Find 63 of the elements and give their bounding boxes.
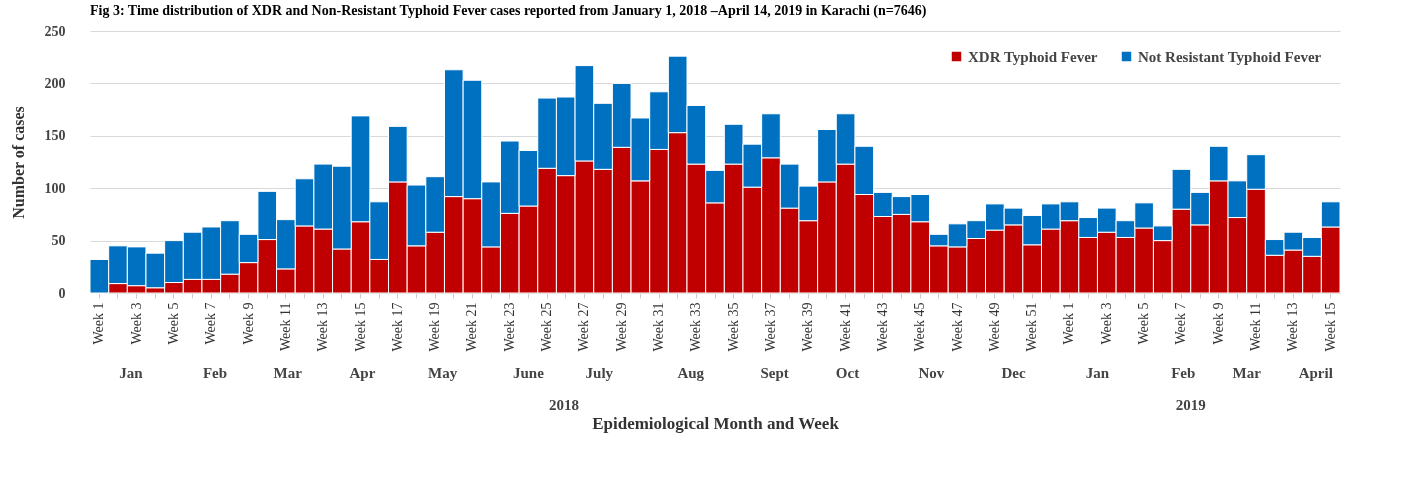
- x-tick-label: Week 5: [1136, 302, 1152, 345]
- x-tick-label: Week 27: [576, 302, 592, 352]
- x-tick-label: Week 47: [949, 302, 965, 352]
- x-tick-label: Week 45: [912, 302, 928, 352]
- x-tick-label: Week 1: [1061, 302, 1077, 345]
- x-tick-label: Week 13: [315, 302, 331, 352]
- text: Dec: [1001, 365, 1026, 381]
- x-tick-label: Week 29: [613, 302, 629, 352]
- x-tick-label: Week 11: [1248, 302, 1264, 352]
- x-tick-label: Week 35: [725, 302, 741, 352]
- x-axis-title: Epidemiological Month and Week: [592, 413, 840, 433]
- x-tick-label: Week 11: [277, 302, 293, 352]
- y-tick-label: 150: [44, 128, 66, 144]
- x-tick-label: Week 7: [1173, 302, 1189, 345]
- x-tick-label: Week 15: [352, 302, 368, 352]
- text: Jan: [119, 365, 144, 381]
- x-tick-label: Week 3: [1098, 302, 1114, 345]
- text: Mar: [273, 365, 303, 381]
- x-tick-label: Week 51: [1024, 302, 1040, 352]
- x-tick-label: Week 1: [91, 302, 107, 345]
- text: Feb: [202, 365, 228, 381]
- y-axis-title: Number of cases: [9, 106, 27, 219]
- x-tick-label: Week 3: [128, 302, 144, 345]
- y-tick-label: 50: [51, 233, 66, 249]
- text: May: [428, 365, 458, 381]
- text: July: [585, 365, 614, 381]
- x-tick-label: Week 41: [837, 302, 853, 352]
- x-tick-label: Week 9: [240, 302, 256, 345]
- x-tick-label: Week 21: [464, 302, 480, 352]
- x-tick-label: Week 39: [800, 302, 816, 352]
- x-tick-label: Week 5: [165, 302, 181, 345]
- chart-title: Fig 3: Time distribution of XDR and Non-Resistant Typhoid Fever cases reported from January 1, 2018 –April 14, 2019 in Karachi (n=7646): [90, 3, 927, 19]
- x-tick-label: Week 15: [1322, 302, 1338, 352]
- x-tick-label: Week 43: [874, 302, 890, 352]
- text: Sept: [760, 365, 789, 381]
- text: June: [513, 365, 545, 381]
- y-tick-label: 200: [44, 75, 66, 91]
- x-tick-label: Week 19: [427, 302, 443, 352]
- text: Oct: [835, 365, 860, 381]
- x-tick-label: Week 31: [651, 302, 667, 352]
- x-tick-label: Week 17: [389, 302, 405, 352]
- text: Apr: [349, 365, 376, 381]
- y-tick-label: 100: [44, 180, 66, 196]
- text: 2019: [1175, 397, 1206, 413]
- x-tick-label: Week 7: [203, 302, 219, 345]
- x-tick-label: Week 49: [986, 302, 1002, 352]
- legend-label: XDR Typhoid Fever: [968, 48, 1098, 65]
- y-tick-label: 0: [58, 285, 66, 301]
- text: Jan: [1085, 365, 1110, 381]
- x-tick-label: Week 13: [1285, 302, 1301, 352]
- x-tick-label: Week 33: [688, 302, 704, 352]
- legend-label: Not Resistant Typhoid Fever: [1138, 48, 1322, 65]
- text: Nov: [918, 365, 945, 381]
- text: Feb: [1171, 365, 1196, 381]
- text: April: [1298, 365, 1333, 381]
- text: Mar: [1232, 365, 1262, 381]
- x-tick-label: Week 23: [501, 302, 517, 352]
- text: 2018: [548, 397, 579, 413]
- x-tick-label: Week 25: [539, 302, 555, 352]
- x-tick-label: Week 9: [1210, 302, 1226, 345]
- y-tick-label: 250: [44, 23, 66, 39]
- x-tick-label: Week 37: [762, 302, 778, 352]
- text: Aug: [677, 365, 705, 381]
